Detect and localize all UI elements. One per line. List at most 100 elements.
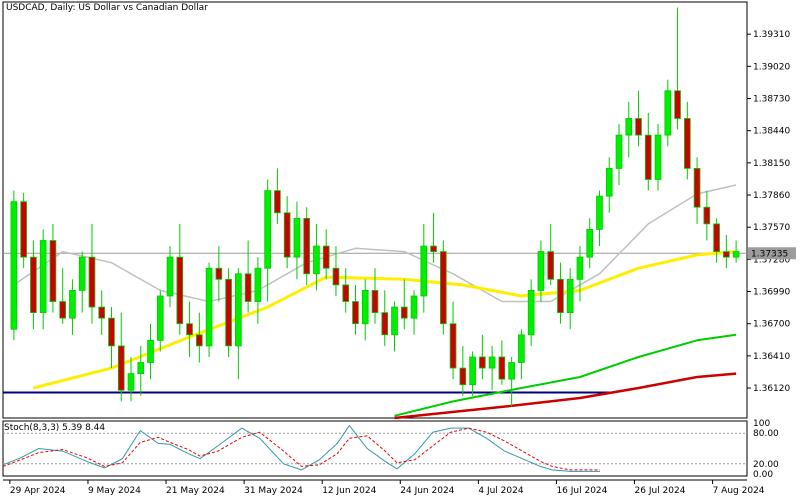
candle-body (566, 278, 574, 314)
x-tick-label: 26 Jul 2024 (635, 486, 686, 496)
candle-body (605, 167, 613, 197)
candle-body (547, 251, 555, 280)
candle-body (88, 256, 96, 308)
y-tick-label: 1.38440 (753, 127, 790, 137)
candle-body (147, 339, 154, 363)
candle-body (166, 256, 174, 297)
candle-body (235, 273, 242, 347)
candle-body (176, 256, 184, 325)
y-tick-label: 1.36120 (753, 384, 790, 394)
candle-body (469, 356, 476, 386)
candle-body (264, 190, 271, 269)
candle-body (693, 167, 701, 208)
candle-body (430, 245, 437, 252)
candle-body (654, 134, 662, 180)
candle-body (244, 273, 252, 302)
candle-body (117, 345, 125, 391)
current-price-label: 1.37335 (751, 249, 788, 259)
candle-body (391, 306, 398, 336)
candle-body (342, 284, 350, 302)
candle-body (586, 229, 594, 258)
moving-average-ma100 (394, 333, 737, 417)
candle-body (449, 323, 457, 369)
candle-body (371, 290, 379, 314)
candle-body (723, 251, 730, 258)
candle-body (439, 251, 447, 325)
y-tick-label: 1.36410 (753, 352, 790, 362)
candle-body (49, 240, 57, 302)
candle-body (254, 267, 262, 302)
y-tick-label: 1.36990 (753, 288, 790, 298)
candle-body (420, 245, 428, 297)
candle-body (410, 295, 418, 319)
candle-body (674, 90, 681, 119)
y-tick-label: 1.39020 (753, 62, 790, 72)
candle-body (156, 295, 164, 341)
x-tick-label: 16 Jul 2024 (556, 486, 607, 496)
candle-body (381, 312, 389, 336)
candle-body (274, 190, 281, 214)
y-tick-label: 1.37280 (753, 255, 790, 265)
y-tick-label: 1.37860 (753, 191, 790, 201)
candle-body (400, 306, 408, 319)
stoch-level-label: 0.00 (753, 470, 773, 480)
candle-body (127, 373, 135, 391)
candle-body (108, 317, 115, 347)
candle-body (479, 356, 486, 369)
candle-body (293, 217, 301, 258)
stoch-main-line (2, 424, 600, 472)
current-price-label-box (748, 247, 796, 260)
candle-body (596, 195, 603, 230)
y-tick-label: 1.38150 (753, 159, 790, 169)
stoch-level-label: 80.00 (753, 429, 779, 439)
candle-body (313, 245, 320, 275)
y-tick-label: 1.38730 (753, 95, 790, 105)
candle-body (137, 362, 145, 375)
candle-body (537, 251, 545, 291)
candle-body (69, 290, 76, 319)
y-tick-label: 1.36700 (753, 320, 790, 330)
candle-body (625, 118, 633, 136)
x-tick-label: 4 Jul 2024 (478, 486, 523, 496)
candle-body (205, 267, 213, 347)
candle-body (557, 278, 564, 314)
candle-body (59, 301, 67, 319)
moving-average-ma20 (13, 184, 737, 303)
candle-body (635, 118, 642, 136)
candle-body (488, 356, 496, 369)
chart-title: USDCAD, Daily: US Dollar vs Canadian Dol… (6, 3, 208, 13)
candle-body (615, 134, 623, 169)
candle-body (683, 118, 691, 169)
candle-body (186, 323, 193, 336)
candle-body (10, 201, 18, 330)
stoch-plot-frame (2, 420, 748, 477)
candle-body (713, 223, 720, 253)
stoch-level-label: 100 (753, 419, 770, 429)
candle-body (459, 367, 467, 386)
candle-body (20, 201, 27, 258)
candle-body (703, 206, 711, 225)
candle-body (518, 334, 525, 363)
candle-body (576, 256, 584, 280)
candle-body (352, 301, 359, 325)
candle-body (361, 290, 369, 325)
candle-body (215, 267, 223, 280)
x-tick-label: 7 Aug 2024 (713, 486, 765, 496)
candle-body (195, 334, 203, 347)
y-tick-label: 1.37570 (753, 223, 790, 233)
candle-body (303, 217, 311, 275)
candle-body (644, 134, 652, 180)
candle-body (98, 306, 106, 319)
candle-body (498, 356, 506, 380)
y-tick-label: 1.39310 (753, 30, 790, 40)
candle-body (78, 256, 86, 291)
stoch-level-label: 20.00 (753, 460, 779, 470)
candle-body (527, 290, 535, 336)
stoch-signal-line (2, 427, 600, 471)
x-tick-label: 31 May 2024 (244, 486, 303, 496)
moving-average-ma50 (33, 250, 737, 390)
moving-average-ma200 (394, 372, 737, 420)
candle-body (332, 267, 340, 286)
